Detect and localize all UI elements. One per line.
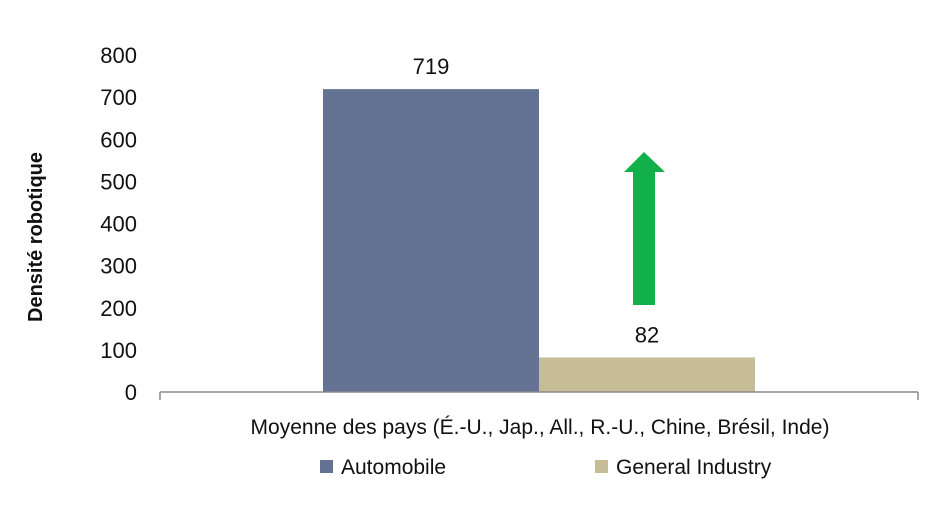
- data-labels: 719 82: [413, 54, 660, 347]
- y-axis-label: Densité robotique: [25, 152, 47, 322]
- y-tick-label: 500: [100, 169, 137, 194]
- bar-general-industry: [539, 357, 755, 392]
- data-label: 719: [413, 54, 450, 79]
- x-category-label: Moyenne des pays (É.-U., Jap., All., R.-…: [251, 416, 830, 439]
- green-up-arrow: [624, 152, 665, 305]
- y-tick-label: 100: [100, 338, 137, 363]
- legend-label-general-industry: General Industry: [616, 456, 772, 479]
- y-tick-label: 0: [125, 380, 137, 405]
- legend-swatch-general-industry: [595, 460, 608, 473]
- legend-label-automobile: Automobile: [341, 456, 446, 479]
- y-tick-label: 200: [100, 296, 137, 321]
- y-tick-label: 400: [100, 212, 137, 237]
- bars: [323, 89, 755, 392]
- legend-swatch-automobile: [320, 460, 333, 473]
- y-tick-label: 700: [100, 85, 137, 110]
- bar-automobile: [323, 89, 539, 392]
- y-tick-labels: 0 100 200 300 400 500 600 700 800: [100, 43, 137, 405]
- data-label: 82: [635, 322, 659, 347]
- legend: Automobile General Industry: [320, 456, 772, 479]
- y-tick-label: 600: [100, 127, 137, 152]
- y-tick-label: 800: [100, 43, 137, 68]
- y-tick-label: 300: [100, 254, 137, 279]
